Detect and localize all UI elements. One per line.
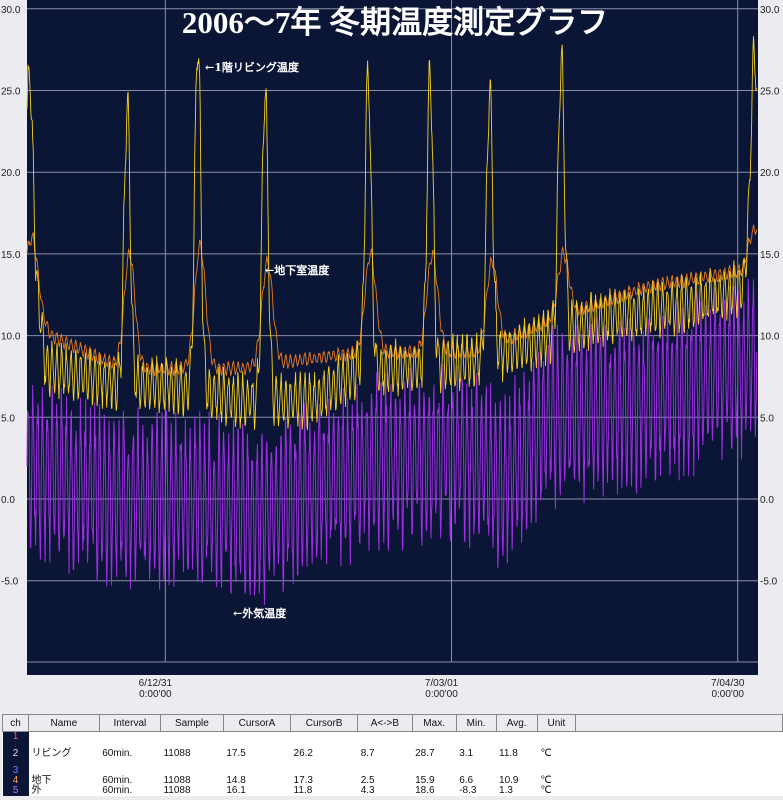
table-row[interactable]: 2 リビング 60min. 11088 17.5 26.2 8.7 28.7 3.1 11.8 ℃	[2, 742, 783, 766]
column-header[interactable]: CursorA	[222, 714, 292, 732]
header-filler	[575, 714, 783, 732]
table-cell: ℃	[540, 775, 552, 786]
y-tick-right: 5.0	[760, 413, 774, 424]
annotation-basement: ←地下室温度	[265, 263, 330, 277]
column-header[interactable]: Max.	[411, 714, 457, 732]
table-cell: 11088	[163, 748, 191, 759]
y-tick-left: 0.0	[1, 495, 15, 506]
table-cell: 18.6	[415, 785, 435, 796]
row-filler	[576, 766, 783, 776]
table-row[interactable]: 1	[2, 731, 783, 743]
column-header[interactable]: Sample	[159, 714, 224, 732]
table-cell: 26.2	[293, 748, 313, 759]
table-cell: ℃	[540, 785, 552, 796]
y-tick-right: 10.0	[760, 332, 780, 343]
table-cell: -8.3	[459, 785, 477, 796]
table-cell	[160, 732, 223, 743]
y-tick-left: 5.0	[1, 413, 15, 424]
table-cell: 60min.	[102, 748, 133, 759]
table-row[interactable]: 5 外 60min. 11088 16.1 11.8 4.3 18.6 -8.3 1.3 ℃	[2, 785, 783, 796]
table-cell: リビング	[31, 748, 72, 759]
table-cell	[358, 732, 412, 743]
table-cell: ℃	[540, 748, 552, 759]
channel-number: 5	[2, 786, 29, 796]
table-cell	[223, 732, 290, 743]
y-tick-left: -5.0	[1, 577, 19, 588]
y-tick-right: -5.0	[760, 577, 778, 588]
series-line-basement	[26, 224, 758, 377]
table-cell: 11088	[163, 775, 191, 786]
table-cell: 11.8	[499, 748, 518, 759]
x-tick-time: 0:00'00	[425, 689, 458, 700]
row-filler	[576, 742, 783, 766]
y-tick-right: 20.0	[760, 168, 780, 179]
row-filler	[576, 776, 783, 786]
table-cell	[99, 732, 160, 743]
column-header[interactable]: Name	[28, 714, 100, 732]
table-cell: 17.3	[293, 775, 313, 786]
y-tick-left: 20.0	[1, 168, 21, 179]
table-cell	[291, 732, 358, 743]
column-header[interactable]: Unit	[536, 714, 577, 732]
table-cell: 地下	[31, 775, 52, 786]
column-header[interactable]: ch	[2, 714, 29, 732]
table-row[interactable]: 3	[2, 766, 783, 776]
table-cell: 14.8	[226, 775, 246, 786]
table-cell: 10.9	[499, 775, 519, 786]
table-cell	[537, 732, 575, 743]
table-cell: 8.7	[360, 748, 375, 759]
table-cell: 17.5	[226, 748, 246, 759]
column-header[interactable]: Min.	[455, 714, 497, 732]
table-cell	[29, 732, 100, 743]
table-cell: 28.7	[415, 748, 435, 759]
y-tick-right: 15.0	[760, 250, 780, 261]
table-cell: 60min.	[102, 775, 133, 786]
series-line-living	[26, 36, 757, 431]
table-cell	[412, 732, 456, 743]
channel-table: ch Name Interval Sample CursorA CursorB A<->B M…	[2, 714, 783, 796]
x-tick-date: 7/04/30	[711, 678, 745, 689]
x-tick-date: 7/03/01	[425, 678, 459, 689]
annotation-living: ←1階リビング温度	[205, 60, 300, 74]
table-cell: 11.8	[293, 785, 313, 796]
table-row[interactable]: 4 地下 60min. 11088 14.8 17.3 2.5 15.9 6.6 10.9 ℃	[2, 775, 783, 786]
column-header[interactable]: CursorB	[290, 714, 359, 732]
table-cell: 15.9	[415, 775, 435, 786]
temperature-chart: 30.0 25.0 20.0 15.0 10.0 5.0 0.0 -5.0 30.0 25.0 20…	[1, 0, 780, 700]
row-filler	[576, 732, 783, 743]
table-cell	[496, 732, 537, 743]
table-cell	[456, 732, 496, 743]
channel-number: 4	[2, 776, 29, 786]
table-cell: 3.1	[459, 748, 474, 759]
table-cell: 11088	[163, 785, 191, 796]
y-tick-left: 30.0	[1, 5, 21, 16]
x-tick-time: 0:00'00	[139, 689, 172, 700]
table-cell: 2.5	[360, 775, 375, 786]
channel-number: 3	[2, 766, 29, 776]
series-line-outdoor	[26, 278, 758, 606]
channel-number: 1	[2, 731, 29, 742]
annotation-outdoor: ←外気温度	[233, 606, 287, 620]
table-cell: 外	[31, 785, 42, 796]
column-header[interactable]: Interval	[98, 714, 161, 732]
table-cell: 60min.	[102, 785, 133, 796]
table-cell: 16.1	[226, 785, 246, 796]
y-tick-right: 25.0	[760, 87, 780, 98]
channel-number: 2	[2, 742, 29, 766]
column-header[interactable]: Avg.	[495, 714, 538, 732]
chart-title: 2006～7年 冬期温度測定グラフ	[182, 5, 608, 40]
y-tick-left: 15.0	[1, 250, 21, 261]
x-tick-date: 6/12/31	[139, 678, 173, 689]
y-tick-right: 0.0	[760, 495, 774, 506]
x-tick-time: 0:00'00	[711, 689, 744, 700]
y-tick-left: 25.0	[1, 87, 21, 98]
y-tick-right: 30.0	[760, 5, 780, 16]
row-filler	[576, 786, 783, 796]
table-cell: 1.3	[499, 785, 513, 796]
table-cell: 6.6	[459, 775, 474, 786]
table-cell: 4.3	[360, 785, 375, 796]
column-header[interactable]: A<->B	[357, 714, 413, 732]
y-tick-left: 10.0	[1, 332, 21, 343]
